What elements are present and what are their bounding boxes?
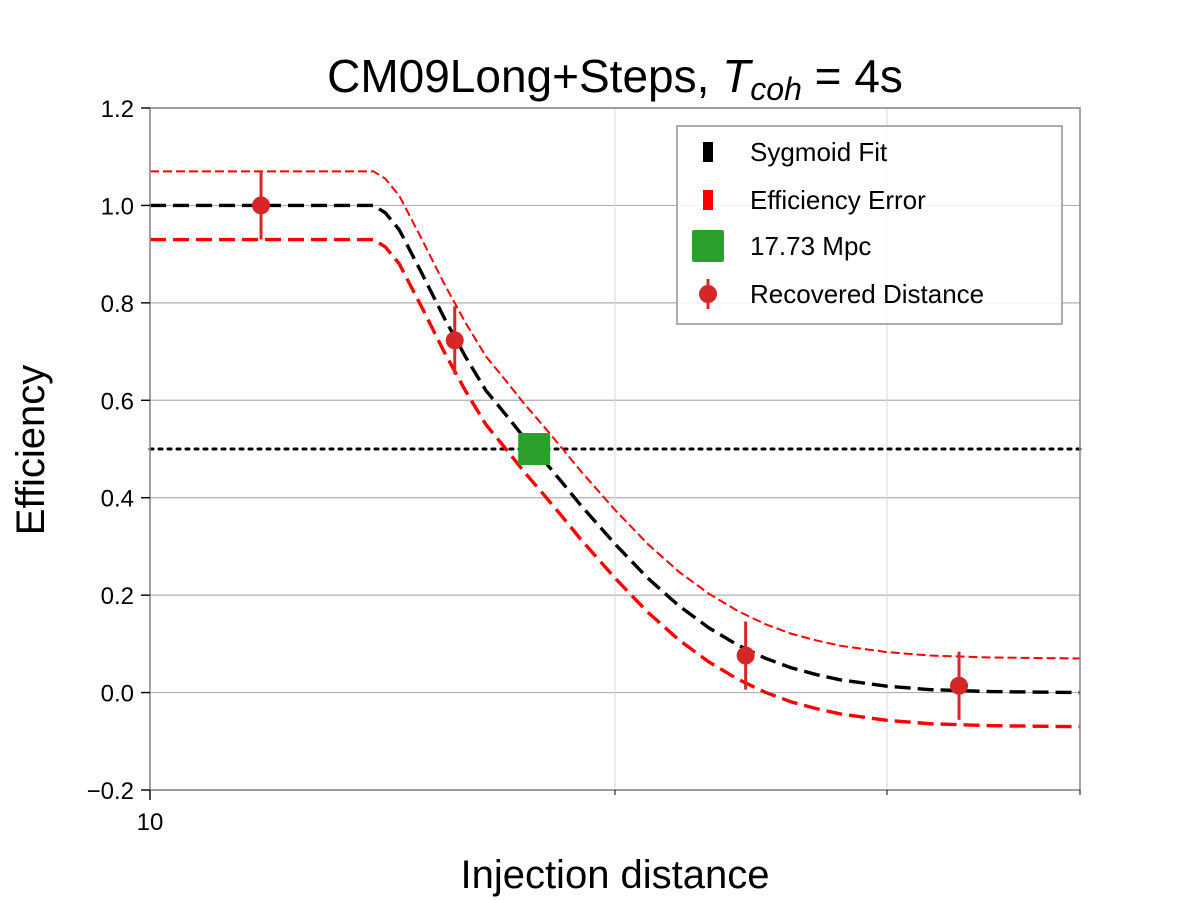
series-line-upper xyxy=(150,170,1080,660)
legend-label: Recovered Distance xyxy=(750,279,984,309)
y-tick-label: 1.0 xyxy=(101,193,134,220)
y-axis-title: Efficiency xyxy=(9,365,53,535)
legend-swatch xyxy=(703,142,713,162)
data-point xyxy=(950,676,969,695)
ticks-layer: −0.2 0.0 0.2 0.4 0.6 0.8 1.0 1.2 10 xyxy=(87,96,1081,836)
legend-box xyxy=(676,125,1063,325)
legend-label: 17.73 Mpc xyxy=(750,231,871,261)
x-tick-label: 10 xyxy=(137,809,164,836)
legend-swatch xyxy=(692,230,724,262)
x-axis-title: Injection distance xyxy=(460,853,769,897)
series-line-fit xyxy=(150,203,1080,695)
chart-title-symbol: T xyxy=(722,50,753,102)
points-layer xyxy=(252,171,969,720)
legend-swatch xyxy=(699,285,717,303)
legend-label: Sygmoid Fit xyxy=(750,137,888,167)
legend-entries: Sygmoid Fit Efficiency Error 17.73 Mpc Reco… xyxy=(692,137,984,309)
legend-swatch xyxy=(703,190,713,210)
data-point xyxy=(445,331,464,350)
chart-title-main: CM09Long+Steps, xyxy=(327,50,722,102)
chart-title-suffix: = 4s xyxy=(802,50,903,102)
series-layer xyxy=(150,170,1080,729)
y-tick-label: 0.0 xyxy=(101,681,134,708)
y-tick-label: 0.4 xyxy=(101,486,134,513)
legend-label: Efficiency Error xyxy=(750,185,926,215)
legend: Sygmoid Fit Efficiency Error 17.73 Mpc Reco… xyxy=(676,125,1063,325)
chart-title-subscript: coh xyxy=(750,71,802,107)
series-line-lower xyxy=(150,237,1080,729)
y-tick-label: −0.2 xyxy=(87,778,134,805)
y-tick-label: 0.6 xyxy=(101,388,134,415)
y-tick-label: 0.8 xyxy=(101,291,134,318)
data-point xyxy=(252,196,271,215)
data-point xyxy=(736,646,755,665)
marker-square xyxy=(518,433,551,465)
y-tick-label: 0.2 xyxy=(101,583,134,610)
chart-title: CM09Long+Steps, Tcoh = 4s xyxy=(327,50,903,107)
y-tick-label: 1.2 xyxy=(101,96,134,123)
